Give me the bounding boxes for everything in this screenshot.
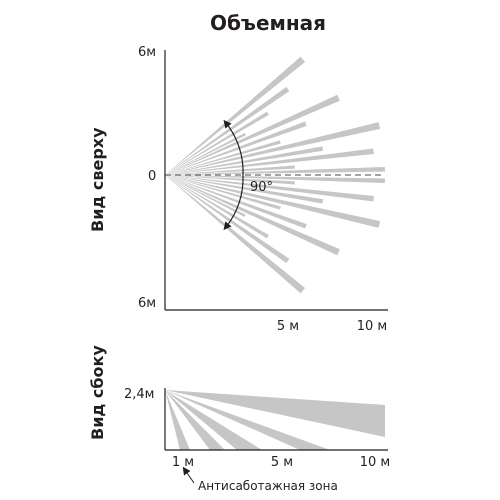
top-view-x-label-5: 5 м [277,319,299,334]
top-beam [165,175,340,256]
anti-sabotage-arrow [182,466,195,484]
top-beam [165,175,306,294]
side-view-height-label: 2,4м [124,387,154,402]
angle-arc-lower [223,174,244,231]
side-view-x-label-5: 5 м [271,455,293,470]
top-beam [165,165,295,175]
top-beam [165,175,324,204]
top-beam [165,175,374,202]
side-beam [165,390,225,450]
side-beam [165,390,385,437]
top-beam [165,122,381,175]
top-view-x-label-10: 10 м [357,319,387,334]
top-beam [165,175,385,184]
angle-arc-upper [223,119,244,176]
top-beam [165,175,290,264]
top-beam [165,111,269,175]
side-view-beams [165,390,385,450]
top-beam [165,148,374,175]
top-beam [165,94,340,175]
top-beam [165,56,306,175]
side-beam [165,390,262,450]
diagram-title: Объемная [210,11,326,35]
top-view-beams [165,56,385,294]
side-view-x-label-10: 10 м [360,455,390,470]
top-beam [165,166,385,175]
top-view-label: Вид сверху [88,127,107,232]
top-beam [165,121,307,175]
top-view-y-top-label: 6м [138,45,156,60]
top-beam [165,175,281,210]
angle-label: 90° [250,180,273,195]
top-beam [165,86,290,175]
anti-sabotage-label: Антисаботажная зона [198,479,338,493]
top-beam [165,133,246,175]
top-view: 90° 6м 0 6м 5 м 10 м Вид сверху [88,45,388,334]
top-beam [165,175,307,229]
top-beam [165,175,246,217]
top-beam [165,175,381,228]
side-view-label: Вид сбоку [88,345,107,440]
top-view-y-mid-label: 0 [148,169,156,184]
top-beam [165,175,269,239]
side-beam [165,390,330,450]
top-view-y-bottom-label: 6м [138,296,156,311]
side-beam [165,390,190,450]
top-beam [165,146,324,175]
side-view: 2,4м 1 м 5 м 10 м Антисаботажная зона Ви… [88,345,390,493]
side-view-x-label-1: 1 м [172,455,194,470]
top-beam [165,175,295,185]
top-beam [165,140,281,175]
